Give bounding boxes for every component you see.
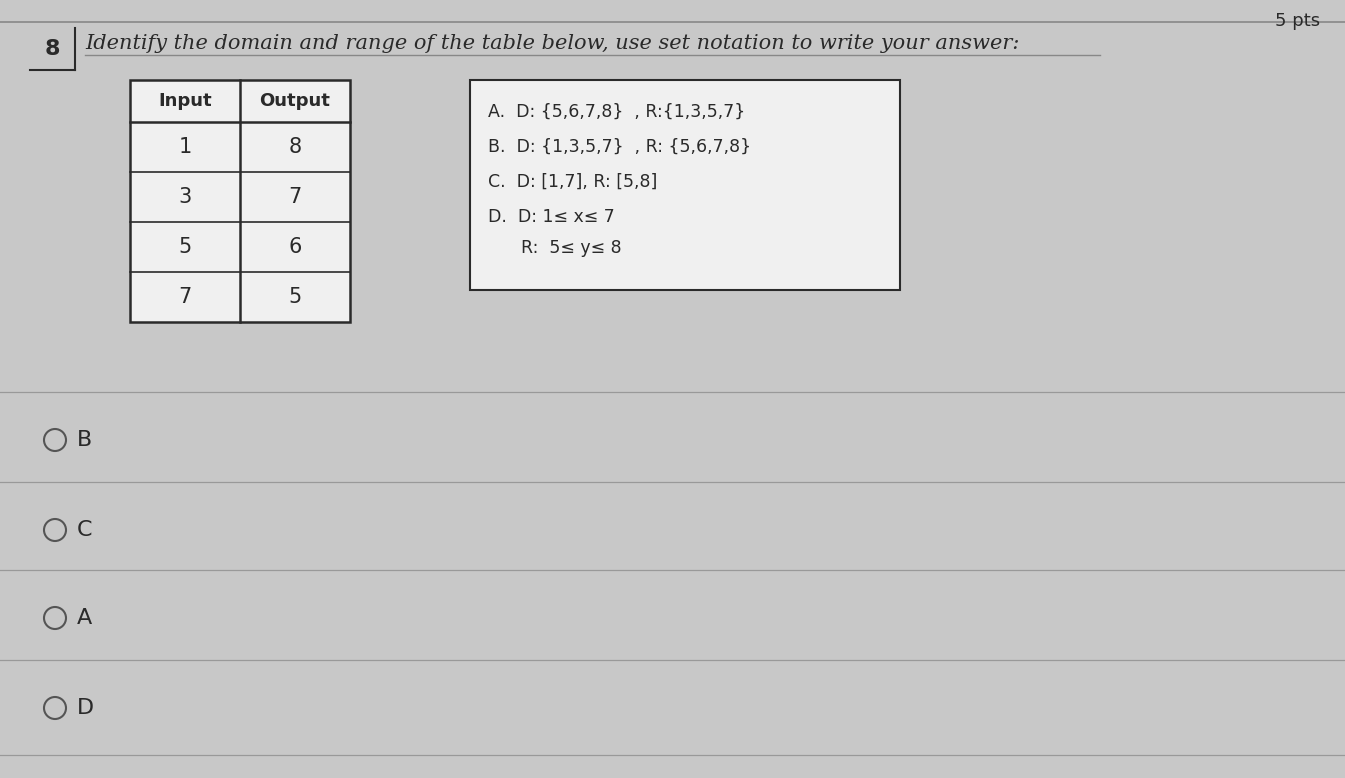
Text: 7: 7	[288, 187, 301, 207]
Circle shape	[44, 519, 66, 541]
Text: D.  D: 1≤ x≤ 7: D. D: 1≤ x≤ 7	[488, 208, 615, 226]
Text: 6: 6	[288, 237, 301, 257]
Text: A.  D: {5,6,7,8}  , R:{1,3,5,7}: A. D: {5,6,7,8} , R:{1,3,5,7}	[488, 103, 745, 121]
Circle shape	[44, 607, 66, 629]
Circle shape	[44, 697, 66, 719]
Text: B: B	[77, 430, 93, 450]
Bar	[469, 80, 900, 290]
Text: B.  D: {1,3,5,7}  , R: {5,6,7,8}: B. D: {1,3,5,7} , R: {5,6,7,8}	[488, 138, 751, 156]
Text: 5 pts: 5 pts	[1275, 12, 1319, 30]
Text: 3: 3	[179, 187, 191, 207]
Text: Identify the domain and range of the table below, use set notation to write your: Identify the domain and range of the tab…	[85, 33, 1020, 52]
Text: 1: 1	[179, 137, 191, 157]
Bar	[130, 80, 350, 322]
Bar	[130, 80, 350, 322]
Text: 8: 8	[44, 39, 61, 59]
Circle shape	[44, 429, 66, 451]
Text: Input: Input	[159, 92, 211, 110]
Text: 8: 8	[288, 137, 301, 157]
Text: D: D	[77, 698, 94, 718]
Text: 5: 5	[179, 237, 191, 257]
Text: C.  D: [1,7], R: [5,8]: C. D: [1,7], R: [5,8]	[488, 173, 658, 191]
Text: Output: Output	[260, 92, 331, 110]
Text: C: C	[77, 520, 93, 540]
Text: 5: 5	[288, 287, 301, 307]
Text: A: A	[77, 608, 93, 628]
Text: 7: 7	[179, 287, 191, 307]
Text: R:  5≤ y≤ 8: R: 5≤ y≤ 8	[488, 239, 621, 257]
